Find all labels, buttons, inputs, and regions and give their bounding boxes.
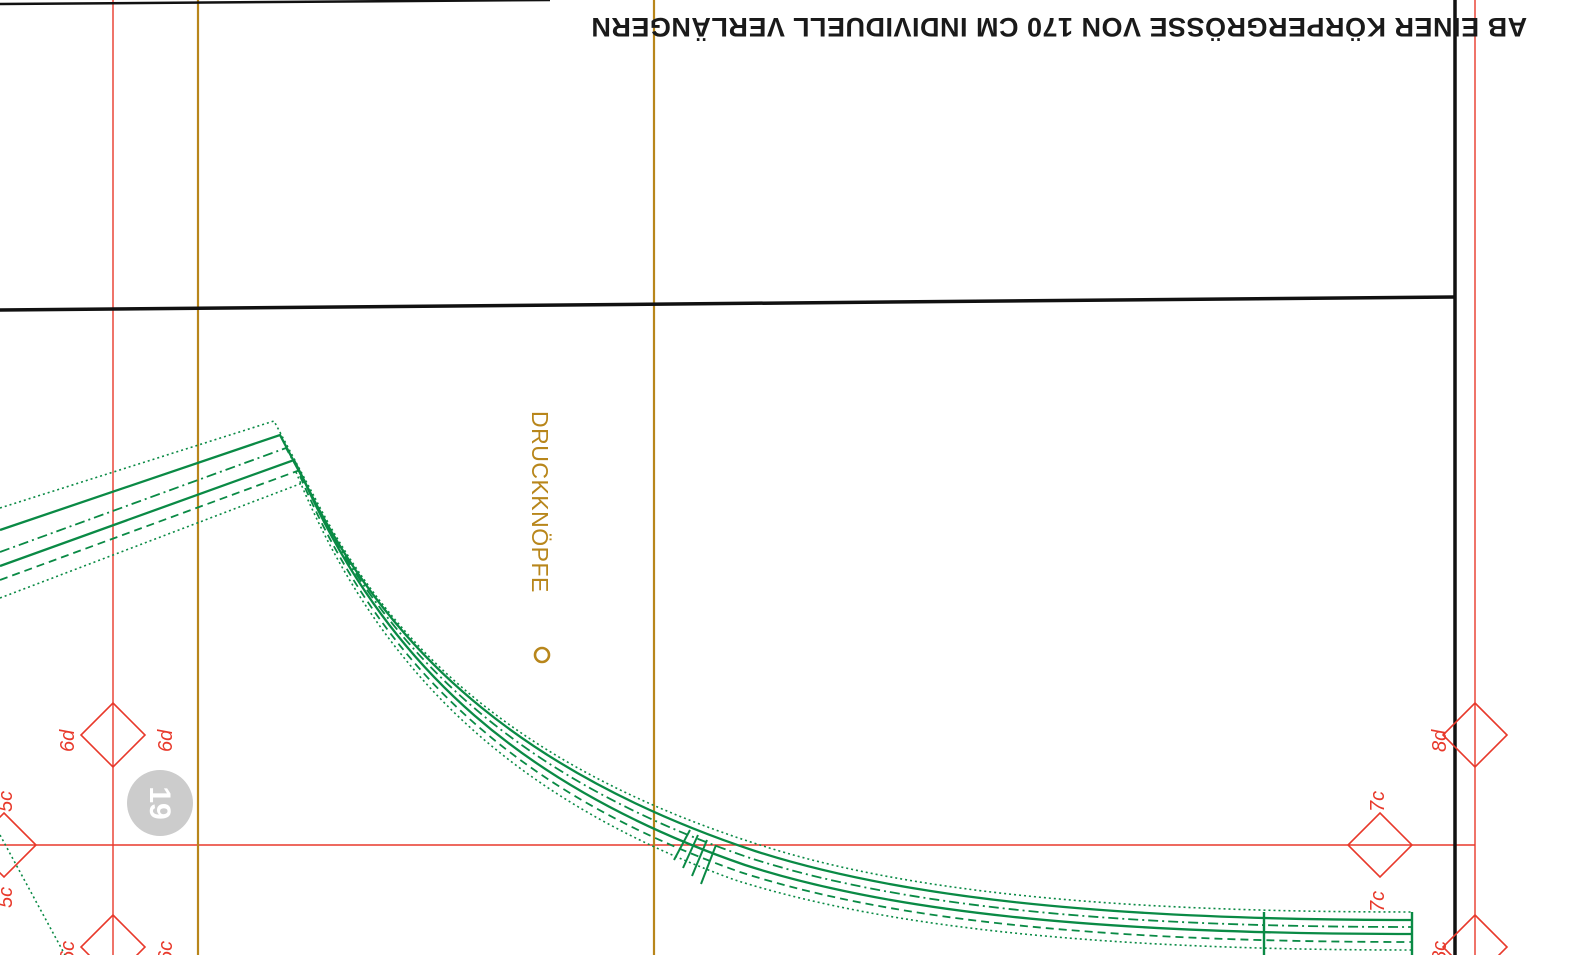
snaps-label: DRUCKKNÖPFE [527,411,553,593]
curve-solid-lower [302,479,1413,936]
diamond-6c [79,913,147,955]
tile-grid [0,0,1476,955]
curve-dashed [299,475,1413,943]
marker-label-6d-left: 6d [57,729,79,752]
page-number-badge: 19 [127,770,193,836]
page-number-circle [127,770,193,836]
marker-label-6c-left: 6c [57,941,79,955]
gold-guides [196,0,656,955]
lengthen-note: AB EINER KÖRPERGRÖSSE VON 170 CM INDIVID… [591,12,1527,42]
edge-dashed [0,469,301,581]
pattern-lines [0,420,1414,955]
notch-1 [673,829,691,861]
diamond-8c [1441,913,1509,955]
edge-dashdot [0,446,308,553]
diamond-8d [1441,701,1509,769]
curve-dotted-outer [314,497,1413,913]
snap-position-marker [533,646,551,664]
curve-notches [673,829,717,885]
notch-4 [700,844,717,885]
marker-label-5c-bottom: 5c [0,887,17,908]
frame-top-line [0,0,551,6]
curve-solid-upper [308,491,1413,922]
frame-divider-line [0,295,1456,312]
black-frame [0,0,1457,955]
page-number: 19 [143,786,176,819]
edge-dotted-inner [0,481,306,599]
curve-dotted-inner [295,471,1413,951]
diamond-6d [79,701,147,769]
marker-label-7c-top: 7c [1367,791,1389,812]
marker-label-6c-right: 6c [155,941,177,955]
diamond-markers [0,701,1509,955]
notch-3 [691,839,708,877]
marker-label-8c: 8c [1429,941,1451,955]
marker-label-6d-right: 6d [155,729,177,752]
notch-2 [682,834,699,869]
marker-label-5c-top: 5c [0,791,17,812]
marker-label-7c-bottom: 7c [1367,891,1389,912]
marker-label-8d: 8d [1429,729,1451,752]
edge-solid-lower [0,458,306,568]
diamond-7c [1346,811,1414,879]
diamond-5c [0,811,38,879]
curve-dashdot [306,485,1413,928]
